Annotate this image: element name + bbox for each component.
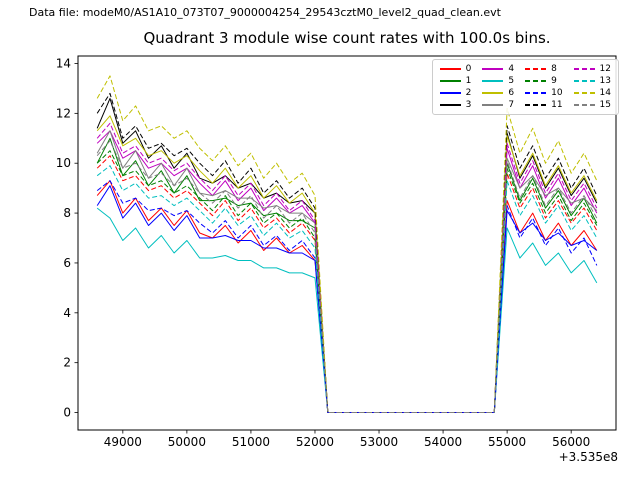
legend-line-sample (573, 92, 595, 94)
legend-entry: 1 (439, 75, 472, 86)
legend-line-sample (525, 80, 547, 82)
legend-entry-label: 9 (551, 75, 557, 86)
series-line-15 (96, 140, 598, 413)
chart-title: Quadrant 3 module wise count rates with … (143, 29, 551, 47)
x-tick-label: 53000 (360, 435, 398, 449)
legend-entry: 5 (482, 76, 514, 86)
legend-entry-label: 0 (465, 63, 472, 74)
y-tick-label: 0 (63, 406, 71, 420)
legend-entry: 4 (482, 64, 514, 74)
legend-entry-label: 8 (551, 63, 557, 74)
legend-entry-label: 5 (508, 75, 515, 86)
legend-entry-label: 14 (599, 87, 611, 98)
series-line-0 (96, 180, 598, 413)
legend-entry: 10 (525, 87, 563, 98)
legend-entry: 15 (573, 99, 611, 110)
x-tick-label: 50000 (168, 435, 206, 449)
series-line-9 (96, 150, 598, 413)
legend-entry-label: 2 (465, 87, 472, 98)
x-axis-offset-label: +3.535e8 (558, 450, 618, 464)
legend-entry: 8 (525, 64, 562, 74)
legend-entry-label: 12 (599, 63, 611, 74)
legend-entry-label: 13 (599, 75, 611, 86)
legend-line-sample (525, 68, 547, 70)
y-tick-label: 6 (63, 256, 71, 270)
y-tick-label: 10 (56, 156, 71, 170)
series-line-14 (96, 75, 598, 413)
legend-entry-label: 3 (465, 99, 472, 110)
legend-line-sample (482, 80, 504, 82)
axes-frame (77, 55, 617, 431)
legend-line-sample (525, 104, 547, 106)
legend-entry-label: 11 (551, 99, 563, 110)
series-line-12 (96, 122, 598, 413)
series-line-2 (96, 185, 598, 413)
legend-entry: 9 (525, 76, 562, 86)
legend-line-sample (482, 92, 504, 94)
legend-line-sample (439, 80, 461, 82)
series-line-10 (96, 180, 598, 413)
y-tick-label: 2 (63, 356, 71, 370)
legend-line-sample (439, 68, 461, 70)
legend: 0 1 2 3 4 5 6 7 8 9 10 11 12 13 14 15 (431, 59, 619, 115)
x-tick-label: 54000 (424, 435, 462, 449)
legend-entry-label: 7 (508, 99, 515, 110)
legend-line-sample (573, 104, 595, 106)
y-tick-label: 14 (56, 56, 71, 70)
legend-line-sample (439, 92, 461, 94)
legend-entry-label: 1 (465, 75, 472, 86)
series-line-13 (96, 165, 598, 413)
legend-entry: 13 (573, 75, 611, 86)
legend-entry: 12 (573, 63, 611, 74)
y-tick-label: 4 (63, 306, 71, 320)
series-line-6 (96, 115, 598, 413)
legend-line-sample (439, 104, 461, 106)
legend-entry: 0 (439, 63, 472, 74)
legend-entry-label: 6 (508, 87, 515, 98)
legend-entry: 11 (525, 99, 563, 110)
legend-entry: 14 (573, 87, 611, 98)
x-tick-label: 52000 (296, 435, 334, 449)
legend-entry: 2 (439, 87, 472, 98)
legend-entry: 6 (482, 88, 514, 98)
y-tick-label: 8 (63, 206, 71, 220)
legend-entry-label: 10 (551, 87, 563, 98)
legend-line-sample (573, 80, 595, 82)
legend-line-sample (482, 68, 504, 70)
data-file-label: Data file: modeM0/AS1A10_073T07_90000042… (29, 6, 501, 19)
x-tick-label: 51000 (232, 435, 270, 449)
x-tick-label: 49000 (104, 435, 142, 449)
y-tick-label: 12 (56, 106, 71, 120)
x-tick-label: 55000 (488, 435, 526, 449)
legend-entry: 7 (482, 100, 514, 110)
series-line-11 (96, 92, 598, 413)
legend-entry-label: 15 (599, 99, 611, 110)
legend-line-sample (525, 92, 547, 94)
x-tick-label: 56000 (552, 435, 590, 449)
legend-line-sample (482, 104, 504, 106)
legend-entry: 3 (439, 99, 472, 110)
series-line-5 (96, 207, 598, 413)
series-group (96, 75, 598, 413)
legend-line-sample (573, 68, 595, 70)
legend-entry-label: 4 (508, 63, 515, 74)
